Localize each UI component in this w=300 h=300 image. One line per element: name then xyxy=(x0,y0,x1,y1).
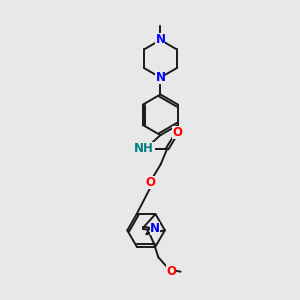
Text: O: O xyxy=(166,265,176,278)
Text: NH: NH xyxy=(134,142,154,155)
Text: O: O xyxy=(145,176,155,189)
Text: O: O xyxy=(172,126,182,139)
Text: N: N xyxy=(155,71,165,84)
Text: N: N xyxy=(150,222,160,235)
Text: N: N xyxy=(155,34,165,46)
